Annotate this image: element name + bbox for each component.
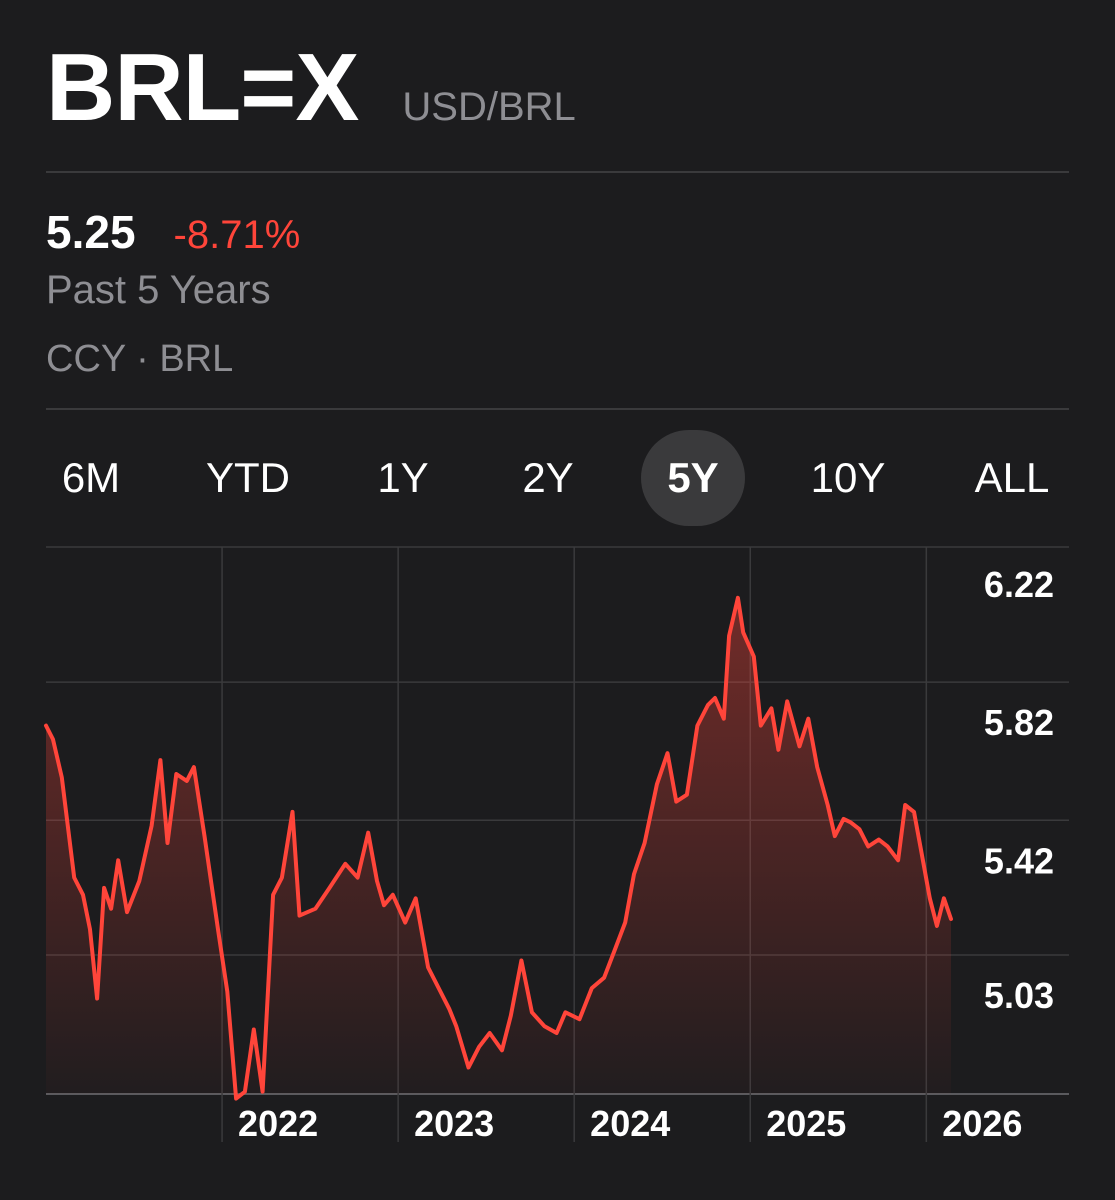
y-tick-label: 5.82 [984,702,1054,743]
tab-all[interactable]: ALL [974,454,1050,501]
x-tick-label: 2026 [942,1103,1022,1144]
info-divider [46,408,1069,410]
x-tick-label: 2024 [590,1103,670,1144]
price-line [44,595,953,1101]
currency-pair: USD/BRL [402,85,576,129]
y-axis-labels: 6.22 5.82 5.42 5.03 [984,564,1054,1016]
x-tick-label: 2025 [766,1103,846,1144]
price-chart[interactable]: 6.22 5.82 5.42 5.03 2022 2023 2024 2025 2026 [0,540,1115,1160]
tab-1y[interactable]: 1Y [377,454,429,501]
range-tabs: 6M YTD 1Y 2Y 5Y 10Y ALL [20,430,1100,526]
header: BRL=X USD/BRL [46,40,576,136]
instrument-meta: CCY · BRL [46,338,234,380]
y-tick-label: 6.22 [984,564,1054,605]
header-divider [46,171,1069,173]
period-label: Past 5 Years [46,268,271,312]
y-tick-label: 5.42 [984,840,1054,881]
y-tick-label: 5.03 [984,975,1054,1016]
tab-10y[interactable]: 10Y [810,454,886,501]
ticker-symbol: BRL=X [46,34,359,141]
tab-ytd[interactable]: YTD [206,454,290,501]
x-axis-labels: 2022 2023 2024 2025 2026 [238,1103,1022,1144]
quote-row: 5.25 -8.71% [46,205,300,259]
x-tick-label: 2022 [238,1103,318,1144]
price-area [46,597,951,1099]
x-tick-label: 2023 [414,1103,494,1144]
tab-2y[interactable]: 2Y [522,454,574,501]
tab-6m[interactable]: 6M [61,454,121,501]
tab-5y[interactable]: 5Y [641,430,745,526]
percent-change: -8.71% [173,213,301,257]
current-price: 5.25 [46,206,136,258]
